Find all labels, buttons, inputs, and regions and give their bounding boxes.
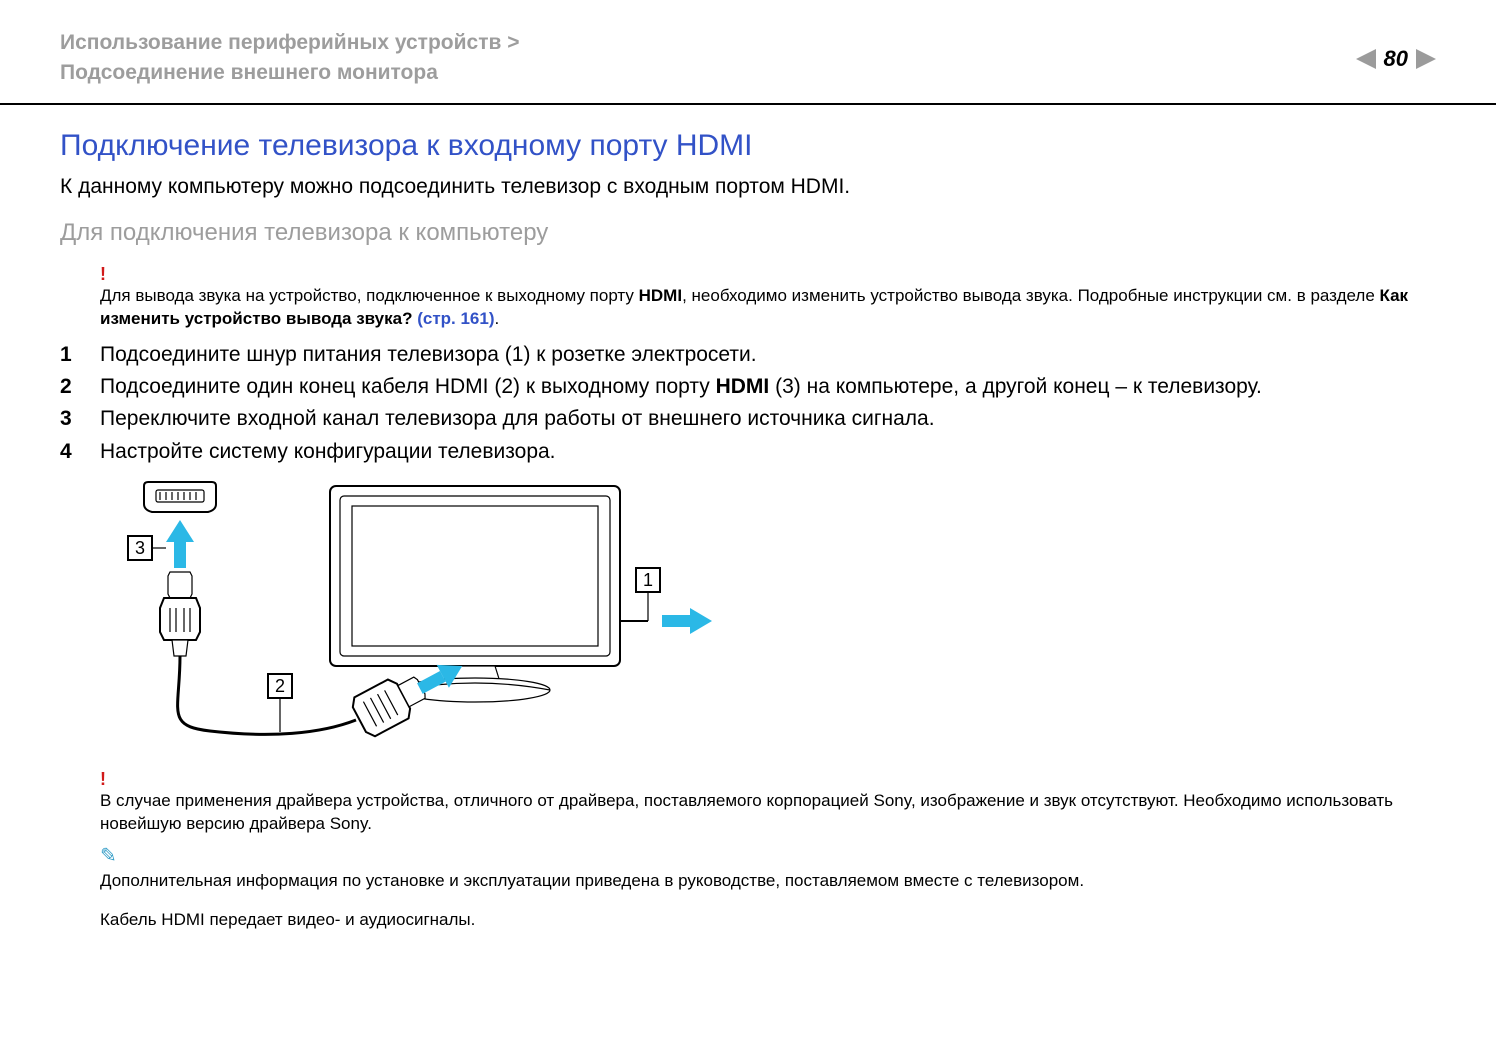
warning-icon: ! xyxy=(100,265,1436,283)
breadcrumb: Использование периферийных устройств > П… xyxy=(60,28,520,89)
diagram-svg: 1 xyxy=(100,476,720,751)
note1-bold1: HDMI xyxy=(639,286,682,305)
note1-post: . xyxy=(495,309,500,328)
page-nav: 80 xyxy=(1356,28,1436,72)
pencil-icon: ✎ xyxy=(100,846,1436,866)
step-1: Подсоедините шнур питания телевизора (1)… xyxy=(60,341,1436,369)
tv-icon xyxy=(330,486,620,702)
callout-label-1: 1 xyxy=(643,570,653,590)
step-3: Переключите входной канал телевизора для… xyxy=(60,405,1436,433)
step-2-pre: Подсоедините один конец кабеля HDMI (2) … xyxy=(100,375,716,398)
warning-icon-2: ! xyxy=(100,770,1436,788)
page-title: Подключение телевизора к входному порту … xyxy=(60,129,1436,163)
warning-text-1: Для вывода звука на устройство, подключе… xyxy=(100,285,1436,331)
step-2: Подсоедините один конец кабеля HDMI (2) … xyxy=(60,373,1436,401)
next-page-arrow-icon[interactable] xyxy=(1416,49,1436,69)
plain-note: Кабель HDMI передает видео- и аудиосигна… xyxy=(100,909,1436,932)
hdmi-port-icon xyxy=(144,482,216,512)
page-header: Использование периферийных устройств > П… xyxy=(0,0,1496,105)
warning-text-2: В случае применения драйвера устройства,… xyxy=(100,790,1436,836)
callout-label-2: 2 xyxy=(275,676,285,696)
step-2-post: (3) на компьютере, а другой конец – к те… xyxy=(769,375,1262,398)
steps-list: Подсоедините шнур питания телевизора (1)… xyxy=(60,341,1436,466)
hdmi-plug-left-icon xyxy=(160,572,200,656)
note1-mid: , необходимо изменить устройство вывода … xyxy=(682,286,1379,305)
breadcrumb-line-1: Использование периферийных устройств > xyxy=(60,28,520,58)
hdmi-port-arrow-icon xyxy=(166,520,194,568)
power-arrow-icon xyxy=(662,608,712,634)
hdmi-plug-right-icon xyxy=(349,667,431,739)
breadcrumb-line-2: Подсоединение внешнего монитора xyxy=(60,58,520,88)
step-4: Настройте систему конфигурации телевизор… xyxy=(60,438,1436,466)
power-cord-icon xyxy=(620,591,648,621)
page-content: Подключение телевизора к входному порту … xyxy=(0,105,1496,932)
page-number: 80 xyxy=(1384,46,1408,72)
intro-text: К данному компьютеру можно подсоединить … xyxy=(60,175,1436,199)
tip-note: ✎ Дополнительная информация по установке… xyxy=(100,846,1436,893)
step-4-pre: Настройте систему конфигурации телевизор… xyxy=(100,440,556,463)
note1-linkref[interactable]: (стр. 161) xyxy=(417,309,494,328)
tip-text: Дополнительная информация по установке и… xyxy=(100,870,1436,893)
warning-note-2: ! В случае применения драйвера устройств… xyxy=(100,770,1436,836)
warning-note-1: ! Для вывода звука на устройство, подклю… xyxy=(100,265,1436,331)
step-3-pre: Переключите входной канал телевизора для… xyxy=(100,407,935,430)
step-1-pre: Подсоедините шнур питания телевизора (1)… xyxy=(100,343,757,366)
note1-pre: Для вывода звука на устройство, подключе… xyxy=(100,286,639,305)
callout-label-3: 3 xyxy=(135,538,145,558)
connection-diagram: 1 xyxy=(100,476,1436,756)
prev-page-arrow-icon[interactable] xyxy=(1356,49,1376,69)
page: Использование периферийных устройств > П… xyxy=(0,0,1496,1056)
step-2-bold: HDMI xyxy=(716,375,770,398)
plain-text: Кабель HDMI передает видео- и аудиосигна… xyxy=(100,909,1436,932)
section-subtitle: Для подключения телевизора к компьютеру xyxy=(60,219,1436,247)
hdmi-cable-icon xyxy=(178,656,356,734)
